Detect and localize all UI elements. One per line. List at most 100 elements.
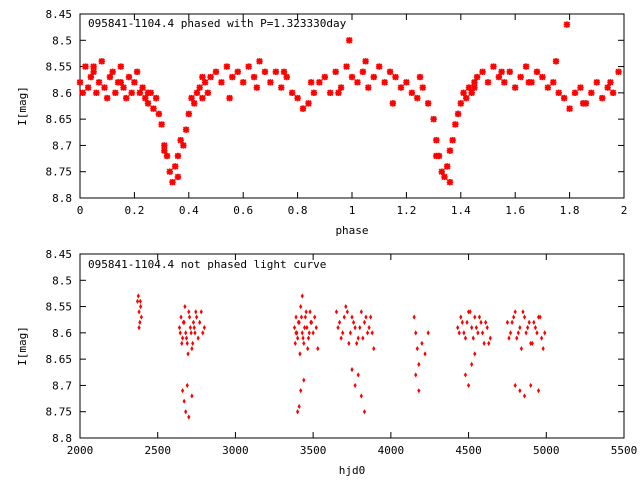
data-point <box>334 309 339 315</box>
data-point <box>479 68 486 76</box>
data-point <box>438 168 445 175</box>
data-point <box>199 94 206 102</box>
data-point <box>370 73 377 81</box>
data-point <box>571 89 579 97</box>
data-point <box>348 73 356 81</box>
data-point <box>524 330 528 336</box>
data-point <box>131 79 138 86</box>
data-point <box>196 84 203 91</box>
y-tick-label: 8.45 <box>46 8 73 21</box>
data-point <box>174 173 182 181</box>
data-point <box>194 314 199 320</box>
data-point <box>204 89 212 97</box>
data-point <box>466 382 471 389</box>
data-point <box>536 388 541 394</box>
y-axis-label: I[mag] <box>16 326 29 366</box>
data-point <box>471 79 478 86</box>
plot-frame <box>79 13 625 199</box>
y-tick-label: 8.75 <box>46 166 73 179</box>
data-point <box>133 68 141 76</box>
data-point <box>386 68 394 76</box>
x-tick-label: 5000 <box>533 444 560 457</box>
data-point <box>353 325 357 331</box>
data-point <box>577 84 584 91</box>
phased-light-curve-panel: 095841-1104.4 phased with P=1.323330day … <box>16 8 627 237</box>
x-tick-label: 3000 <box>222 444 249 457</box>
data-point <box>372 346 376 352</box>
data-point <box>293 340 297 346</box>
data-point <box>137 309 141 315</box>
data-point <box>298 351 302 357</box>
data-point <box>517 73 524 81</box>
data-point <box>245 63 252 70</box>
data-point <box>454 110 462 118</box>
data-point <box>300 330 304 336</box>
data-point <box>476 330 480 336</box>
x-tick-label: 0.6 <box>233 204 253 217</box>
data-point <box>299 314 304 320</box>
x-tick-label: 0.2 <box>124 204 144 217</box>
data-point <box>446 179 454 186</box>
data-point <box>463 335 468 341</box>
data-point <box>158 121 165 128</box>
data-point <box>362 319 367 325</box>
data-point <box>182 126 190 133</box>
data-point <box>301 335 305 341</box>
data-point <box>359 68 367 76</box>
data-point <box>544 84 552 91</box>
data-point <box>342 314 346 320</box>
data-point <box>482 340 486 346</box>
data-point <box>604 84 611 91</box>
data-point <box>490 63 497 70</box>
data-point <box>468 89 475 97</box>
x-axis-label: hjd0 <box>339 464 366 477</box>
data-points <box>135 293 547 420</box>
data-point <box>416 73 424 81</box>
data-point <box>139 303 143 310</box>
data-point <box>593 79 600 86</box>
data-point <box>304 309 308 315</box>
data-point <box>112 89 119 97</box>
data-point <box>419 84 426 91</box>
data-point <box>101 84 108 91</box>
data-point <box>186 351 190 357</box>
data-point <box>473 73 481 81</box>
data-point <box>90 68 97 76</box>
data-point <box>433 152 440 160</box>
data-point <box>412 314 416 320</box>
data-point <box>370 330 374 336</box>
data-point <box>184 330 188 336</box>
data-point <box>188 325 192 331</box>
y-tick-label: 8.5 <box>52 274 72 287</box>
data-point <box>144 89 152 97</box>
data-point <box>423 351 427 357</box>
data-point <box>541 346 545 352</box>
data-point <box>364 314 368 320</box>
data-point <box>552 58 560 65</box>
data-point <box>356 372 360 378</box>
data-point <box>350 367 354 373</box>
x-tick-label: 2500 <box>144 444 171 457</box>
data-point <box>198 319 202 325</box>
data-point <box>465 319 469 325</box>
data-point <box>196 335 200 341</box>
data-point <box>226 94 233 102</box>
data-point <box>563 21 571 28</box>
data-point <box>299 388 303 394</box>
data-point <box>525 79 532 86</box>
data-point <box>76 79 84 86</box>
data-point <box>187 309 191 315</box>
data-point <box>550 79 557 86</box>
y-tick-label: 8.5 <box>52 34 72 47</box>
x-tick-label: 1.2 <box>396 204 416 217</box>
data-point <box>194 309 198 315</box>
data-point <box>351 319 356 325</box>
data-point <box>430 115 437 123</box>
data-point <box>212 68 220 76</box>
data-point <box>185 340 189 346</box>
data-point <box>313 314 317 320</box>
data-point <box>174 152 182 160</box>
data-point <box>185 382 189 389</box>
data-point <box>457 100 464 107</box>
data-point <box>345 309 349 315</box>
